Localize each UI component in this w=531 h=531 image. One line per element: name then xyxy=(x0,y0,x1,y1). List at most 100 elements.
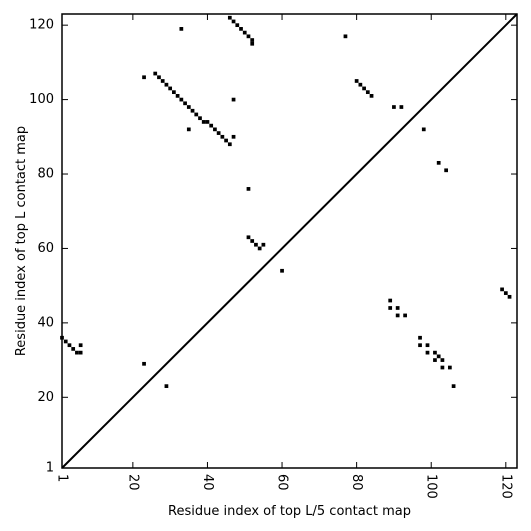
contact-cell-lower xyxy=(403,313,407,318)
contact-cell-upper xyxy=(179,27,184,31)
contact-cell-upper xyxy=(175,94,180,98)
x-tick-label: 60 xyxy=(275,474,290,491)
contact-cell-lower xyxy=(448,365,452,370)
contact-cell-upper xyxy=(216,131,221,135)
contact-cell-lower xyxy=(507,294,512,299)
contact-cell-lower xyxy=(503,291,508,295)
contact-cell-upper xyxy=(227,15,232,20)
contact-cell-upper xyxy=(246,34,251,39)
contact-cell-upper xyxy=(444,168,448,173)
contact-cell-lower xyxy=(78,350,83,355)
contact-cell-upper xyxy=(205,120,210,124)
contact-cell-upper xyxy=(231,19,236,24)
y-tick-label: 100 xyxy=(29,92,54,107)
contact-cell-upper xyxy=(198,116,202,121)
contact-cell-upper xyxy=(186,105,191,109)
contact-cell-upper xyxy=(183,101,187,106)
contact-cell-lower xyxy=(436,354,441,359)
contact-cell-lower xyxy=(388,306,393,310)
contact-cell-upper xyxy=(194,112,199,117)
contact-cell-lower xyxy=(433,350,437,355)
contact-cell-upper xyxy=(250,239,255,243)
contact-cell-upper xyxy=(160,79,165,83)
contact-cell-lower xyxy=(418,335,422,340)
contact-cell-lower xyxy=(395,313,400,318)
contact-cell-upper xyxy=(362,86,366,91)
contact-cell-upper xyxy=(261,242,266,247)
y-tick-label: 20 xyxy=(37,390,54,405)
y-tick-label: 60 xyxy=(37,241,54,256)
y-axis-label: Residue index of top L contact map xyxy=(14,126,29,356)
contact-cell-upper xyxy=(242,30,247,35)
contact-cell-lower xyxy=(500,287,504,292)
x-tick-label: 20 xyxy=(125,474,140,491)
contact-cell-upper xyxy=(257,246,262,251)
contact-cell-lower xyxy=(164,384,169,388)
contact-cell-upper xyxy=(157,75,161,80)
contact-cell-upper xyxy=(358,82,363,87)
contact-cell-upper xyxy=(239,27,243,31)
contact-cell-lower xyxy=(451,384,456,388)
contact-cell-upper xyxy=(153,71,158,76)
contact-cell-lower xyxy=(78,343,83,348)
y-tick-label: 1 xyxy=(46,461,54,476)
contact-cell-upper xyxy=(392,105,396,109)
contact-cell-lower xyxy=(418,343,422,348)
contact-cell-upper xyxy=(399,105,404,109)
contact-cell-upper xyxy=(186,127,191,132)
x-tick-label: 80 xyxy=(349,474,364,491)
contact-cell-upper xyxy=(246,187,251,191)
contact-cell-lower xyxy=(71,347,76,351)
contact-cell-lower xyxy=(433,358,437,362)
contact-cell-lower xyxy=(440,358,445,362)
contact-cell-upper xyxy=(280,268,284,273)
x-tick-label: 40 xyxy=(200,474,215,491)
x-axis-ticks: 1 20 40 60 80 100 120 xyxy=(55,14,513,499)
contact-marks xyxy=(60,15,512,388)
x-tick-label: 120 xyxy=(498,474,513,499)
contact-cell-lower xyxy=(67,343,72,348)
contact-cell-upper xyxy=(436,160,441,165)
contact-cell-upper xyxy=(421,127,426,132)
y-tick-label: 80 xyxy=(37,167,54,182)
contact-cell-upper xyxy=(190,108,195,113)
contact-cell-upper xyxy=(231,134,236,139)
plot-frame xyxy=(61,13,518,469)
y-tick-label: 120 xyxy=(29,18,54,33)
contact-cell-lower xyxy=(142,361,146,366)
contact-cell-lower xyxy=(425,343,430,348)
y-tick-label: 40 xyxy=(37,315,54,330)
x-axis-label: Residue index of top L/5 contact map xyxy=(168,504,411,519)
contact-cell-lower xyxy=(75,350,79,355)
contact-cell-lower xyxy=(388,298,393,303)
contact-cell-lower xyxy=(63,339,68,344)
x-tick-label: 100 xyxy=(424,474,439,499)
contact-cell-upper xyxy=(231,97,236,102)
contact-cell-lower xyxy=(425,350,430,355)
contact-cell-upper xyxy=(209,123,214,128)
contact-cell-lower xyxy=(395,306,400,310)
contact-cell-upper xyxy=(369,94,374,98)
contact-cell-upper xyxy=(179,97,184,102)
contact-cell-upper xyxy=(142,75,146,80)
contact-cell-upper xyxy=(246,235,251,240)
contact-cell-upper xyxy=(172,90,176,95)
contact-cell-upper xyxy=(250,41,255,46)
contact-cell-upper xyxy=(224,138,228,143)
contact-cell-upper xyxy=(213,127,217,132)
diagonal-line xyxy=(61,13,518,469)
contact-cell-upper xyxy=(250,38,255,42)
contact-cell-upper xyxy=(168,86,173,91)
contact-cell-upper xyxy=(220,134,225,139)
contact-cell-upper xyxy=(365,90,370,95)
contact-cell-lower xyxy=(440,365,445,370)
contact-cell-upper xyxy=(164,82,169,87)
contact-cell-upper xyxy=(201,120,206,124)
contact-cell-upper xyxy=(235,23,240,28)
contact-cell-upper xyxy=(254,242,258,247)
contact-cell-upper xyxy=(227,142,232,147)
contact-cell-upper xyxy=(354,79,359,83)
contact-cell-upper xyxy=(343,34,348,39)
x-tick-label: 1 xyxy=(55,474,70,482)
